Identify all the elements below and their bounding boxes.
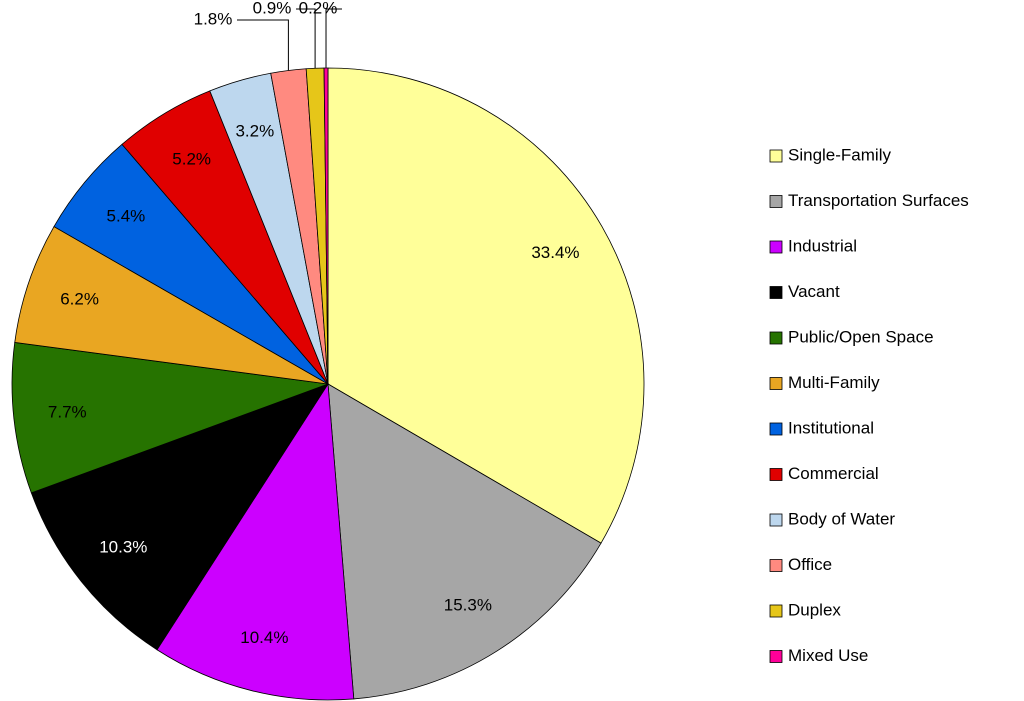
legend-label: Mixed Use bbox=[788, 646, 868, 665]
data-label: 1.8% bbox=[194, 9, 233, 28]
pie-slice bbox=[30, 383, 329, 651]
data-label: 7.7% bbox=[48, 402, 87, 421]
legend-swatch bbox=[769, 604, 783, 618]
data-label: 33.4% bbox=[531, 243, 579, 262]
data-label: 3.2% bbox=[235, 122, 274, 141]
pie-slice bbox=[11, 341, 329, 494]
legend-swatch bbox=[769, 331, 783, 345]
pie-slice bbox=[156, 382, 355, 701]
leader-line bbox=[296, 8, 316, 69]
legend-swatch bbox=[769, 286, 783, 299]
legend-swatch bbox=[769, 195, 783, 208]
legend-swatch bbox=[769, 559, 783, 572]
data-label: 0.2% bbox=[299, 0, 338, 17]
data-label: 0.9% bbox=[253, 0, 292, 17]
data-label: 10.3% bbox=[99, 537, 147, 556]
leader-line bbox=[237, 19, 289, 71]
legend-label: Body of Water bbox=[788, 509, 895, 528]
data-label: 10.4% bbox=[240, 628, 288, 647]
legend-label: Transportation Surfaces bbox=[788, 191, 969, 210]
data-label: 6.2% bbox=[60, 289, 99, 308]
data-label: 5.4% bbox=[107, 206, 146, 225]
pie-slice bbox=[14, 226, 329, 385]
data-label: 5.2% bbox=[172, 149, 211, 168]
legend-label: Industrial bbox=[788, 236, 857, 255]
legend-swatch bbox=[769, 240, 783, 254]
pie-slice bbox=[327, 383, 602, 700]
legend-swatch bbox=[769, 377, 783, 390]
legend-label: Multi-Family bbox=[788, 373, 880, 392]
legend-swatch bbox=[769, 513, 783, 527]
legend-label: Public/Open Space bbox=[788, 327, 934, 346]
legend-swatch bbox=[769, 468, 783, 481]
pie-slice bbox=[327, 67, 645, 544]
legend-swatch bbox=[769, 650, 783, 663]
legend-label: Duplex bbox=[788, 600, 841, 619]
legend-swatch bbox=[769, 149, 783, 163]
legend-label: Single-Family bbox=[788, 145, 891, 164]
legend-swatch bbox=[769, 422, 783, 436]
legend-label: Vacant bbox=[788, 282, 840, 301]
legend-label: Commercial bbox=[788, 464, 879, 483]
data-label: 15.3% bbox=[444, 595, 492, 614]
legend-label: Institutional bbox=[788, 418, 874, 437]
leader-line bbox=[325, 8, 342, 69]
legend-label: Office bbox=[788, 555, 832, 574]
